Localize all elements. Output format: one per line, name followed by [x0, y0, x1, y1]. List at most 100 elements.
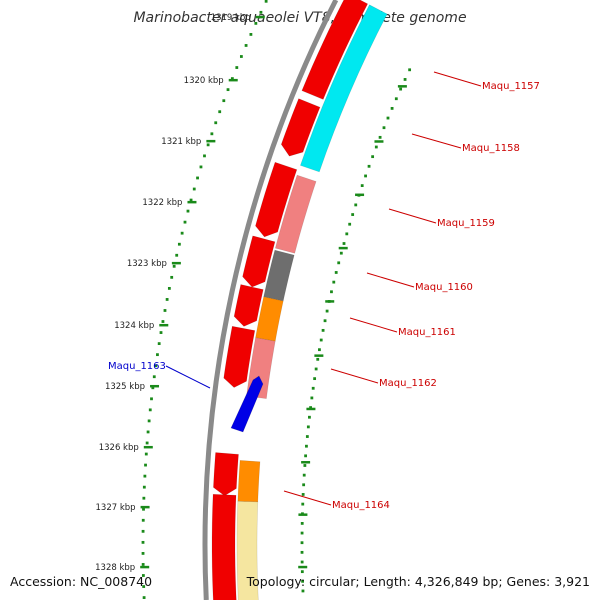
dot: [146, 430, 150, 434]
tick-marks: 1319 kbp 1320 kbp 1321 kbp 1322 kbp 1323 kbp…: [95, 13, 407, 573]
dot: [144, 452, 148, 456]
dot: [141, 574, 145, 577]
tick-label: 1323 kbp: [127, 259, 167, 269]
genome-backbone: [202, 0, 339, 600]
gene-callout-line: [388, 208, 437, 224]
dot: [301, 579, 304, 583]
dot: [300, 550, 304, 554]
dot: [300, 560, 304, 564]
dot: [142, 585, 146, 588]
dot: [313, 377, 317, 381]
dot: [186, 209, 190, 213]
cds-block: [211, 493, 237, 600]
gene-label: Maqu_1159: [437, 218, 495, 229]
dot: [305, 444, 308, 448]
dot: [144, 463, 147, 467]
tick-label: 1327 kbp: [96, 503, 136, 513]
dot: [151, 386, 155, 390]
other-block: [236, 500, 259, 600]
dot: [304, 454, 308, 458]
dot: [337, 261, 341, 265]
dot: [161, 320, 165, 323]
dot: [218, 110, 222, 114]
dot: [323, 319, 327, 323]
gene-label: Maqu_1160: [415, 282, 473, 293]
dot: [399, 87, 403, 91]
dot: [145, 441, 149, 445]
dot: [141, 563, 145, 566]
gene-callout-line: [349, 317, 398, 333]
dot: [206, 143, 210, 147]
dot: [170, 275, 174, 279]
dot: [374, 145, 378, 149]
gene-labels: Maqu_1157 Maqu_1158 Maqu_1159 Maqu_1160 Maqu…: [108, 71, 540, 511]
dot: [390, 106, 394, 110]
gene-callout-line: [411, 133, 462, 149]
dot: [319, 338, 323, 342]
dot: [354, 203, 358, 207]
backbone-arc: [202, 0, 339, 600]
gene-label: Maqu_1161: [398, 327, 456, 338]
dot: [264, 0, 268, 3]
gene-callout-line: [283, 490, 332, 506]
dot: [382, 126, 386, 130]
dot: [141, 529, 145, 533]
tick-label: 1319 kbp: [211, 13, 251, 23]
dot: [339, 251, 343, 255]
dot: [210, 132, 214, 136]
accession-text: Accession: NC_008740: [10, 574, 153, 589]
dot: [175, 253, 179, 257]
dot: [301, 589, 305, 593]
dot: [330, 290, 333, 294]
cds-block: [255, 161, 298, 238]
dot: [332, 280, 336, 284]
cds-block: [223, 325, 256, 388]
gene-label: Maqu_1163: [108, 361, 166, 372]
dot: [302, 483, 306, 487]
dot: [150, 397, 153, 401]
dot: [378, 135, 382, 139]
feature-track: [211, 0, 388, 600]
dot: [345, 232, 349, 236]
trna-block: [237, 459, 261, 503]
dot: [147, 419, 151, 423]
dot: [167, 286, 171, 290]
dot: [303, 464, 307, 467]
dot: [222, 99, 226, 103]
dot: [408, 68, 412, 72]
dot: [301, 502, 305, 506]
dot: [300, 531, 304, 535]
dot: [244, 44, 248, 47]
dot: [308, 415, 311, 419]
tick-label: 1324 kbp: [114, 321, 154, 331]
tick-dots-outer: [141, 0, 268, 599]
dot: [172, 264, 176, 268]
dot: [235, 66, 239, 69]
dot: [360, 184, 364, 188]
dot: [367, 164, 371, 168]
gene-callout-line: [330, 368, 379, 384]
dot: [157, 342, 161, 346]
dot: [141, 540, 145, 544]
tick-label: 1321 kbp: [161, 137, 201, 147]
dot: [148, 408, 152, 412]
dot: [141, 518, 145, 522]
gene-label: Maqu_1162: [379, 378, 437, 389]
dot: [141, 552, 145, 555]
dot: [314, 367, 318, 371]
cds-block: [213, 452, 239, 497]
dot: [163, 309, 167, 312]
dot: [300, 541, 304, 545]
dot: [394, 97, 398, 101]
dot: [230, 77, 234, 80]
highlight-block: [300, 4, 388, 173]
dot: [311, 386, 315, 390]
dot: [259, 10, 263, 14]
dot: [306, 425, 310, 429]
dot: [152, 375, 156, 379]
dot: [239, 55, 243, 58]
dot: [254, 21, 258, 25]
dot: [142, 596, 146, 599]
dot: [154, 364, 158, 368]
